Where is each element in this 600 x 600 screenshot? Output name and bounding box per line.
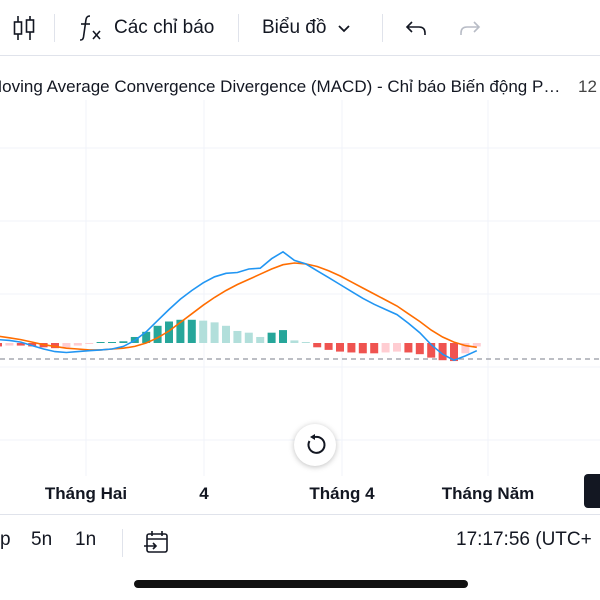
undo-button[interactable]	[404, 0, 428, 56]
undo-icon	[405, 21, 426, 35]
histogram-bar	[5, 343, 14, 346]
histogram-bar	[222, 325, 230, 343]
clock-timezone[interactable]: 17:17:56 (UTC+	[456, 529, 592, 550]
histogram-bar	[290, 340, 299, 343]
histogram-bar	[244, 332, 253, 343]
interval-button[interactable]: 1n	[75, 529, 97, 550]
histogram-bar	[176, 319, 185, 343]
histogram-bar	[472, 343, 481, 347]
histogram-bar	[461, 343, 470, 354]
candlestick-icon	[13, 16, 35, 40]
histogram-bar	[187, 319, 196, 343]
time-label: 4	[199, 484, 209, 503]
home-indicator	[134, 580, 468, 588]
histogram-bar	[96, 342, 105, 343]
histogram-bar	[279, 330, 287, 343]
histogram-bar	[427, 343, 436, 358]
histogram-bar	[450, 343, 458, 362]
histogram-bar	[16, 343, 25, 346]
chevron-down-icon	[338, 25, 351, 33]
reset-view-button[interactable]	[294, 424, 336, 466]
histogram-bar	[256, 336, 265, 343]
histogram-bar	[199, 320, 208, 343]
interval-button[interactable]: p	[0, 529, 11, 550]
histogram-bar	[165, 321, 173, 343]
histogram-bar	[438, 343, 447, 361]
histogram-bar	[210, 322, 219, 343]
interval-button[interactable]: 5n	[31, 529, 53, 550]
indicator-legend[interactable]: Moving Average Convergence Divergence (M…	[0, 74, 600, 100]
histogram-bar	[324, 343, 333, 350]
histogram-bar	[233, 330, 242, 343]
indicator-params: 12	[578, 77, 597, 96]
date-range-icon	[144, 531, 168, 553]
histogram-bar	[404, 343, 413, 353]
histogram-bars	[0, 319, 481, 362]
toolbar-separator	[382, 14, 383, 42]
macd-chart[interactable]	[0, 100, 600, 476]
histogram-bar	[85, 343, 94, 344]
histogram-bar	[62, 343, 71, 348]
toolbar-separator	[54, 14, 55, 42]
time-label: Tháng Hai	[44, 484, 128, 503]
histogram-bar	[415, 343, 424, 355]
histogram-bar	[153, 325, 162, 343]
toolbar-separator	[122, 529, 123, 557]
indicators-label: Các chỉ báo	[114, 17, 215, 38]
histogram-bar	[0, 343, 2, 347]
redo-icon	[460, 21, 481, 35]
layout-dropdown[interactable]: Biểu đồ	[262, 0, 352, 56]
histogram-bar	[358, 343, 367, 354]
macd-line	[0, 250, 478, 362]
layout-label: Biểu đồ	[262, 17, 327, 38]
histogram-bar	[51, 343, 59, 349]
indicators-button[interactable]: Các chỉ báo	[78, 0, 214, 56]
reset-view-icon	[307, 434, 326, 454]
time-label: Tháng 4	[309, 484, 375, 503]
histogram-bar	[142, 331, 151, 343]
histogram-bar	[393, 343, 401, 352]
chart-grid	[0, 100, 600, 476]
bottom-toolbar: p 5n 1n 17:17:56 (UTC+	[0, 514, 600, 572]
histogram-bar	[381, 343, 390, 353]
histogram-bar	[73, 343, 82, 346]
histogram-bar	[108, 342, 116, 343]
histogram-bar	[301, 342, 310, 343]
redo-button[interactable]	[458, 0, 482, 56]
histogram-bar	[370, 343, 379, 354]
time-label: Tháng Năm	[441, 484, 535, 503]
histogram-bar	[336, 343, 344, 352]
price-axis-badge[interactable]	[584, 474, 600, 508]
date-range-button[interactable]	[143, 529, 171, 563]
histogram-bar	[313, 343, 322, 348]
fx-icon	[79, 15, 101, 41]
histogram-bar	[267, 332, 276, 343]
histogram-bar	[28, 343, 37, 347]
signal-line	[0, 262, 477, 351]
histogram-bar	[119, 341, 128, 343]
top-toolbar: Các chỉ báo Biểu đồ	[0, 0, 600, 56]
time-axis: Tháng Hai 4 Tháng 4 Tháng Năm	[0, 476, 600, 512]
indicator-title: Moving Average Convergence Divergence (M…	[0, 77, 566, 96]
histogram-bar	[347, 343, 356, 353]
chart-type-button[interactable]	[12, 0, 36, 56]
toolbar-separator	[238, 14, 239, 42]
